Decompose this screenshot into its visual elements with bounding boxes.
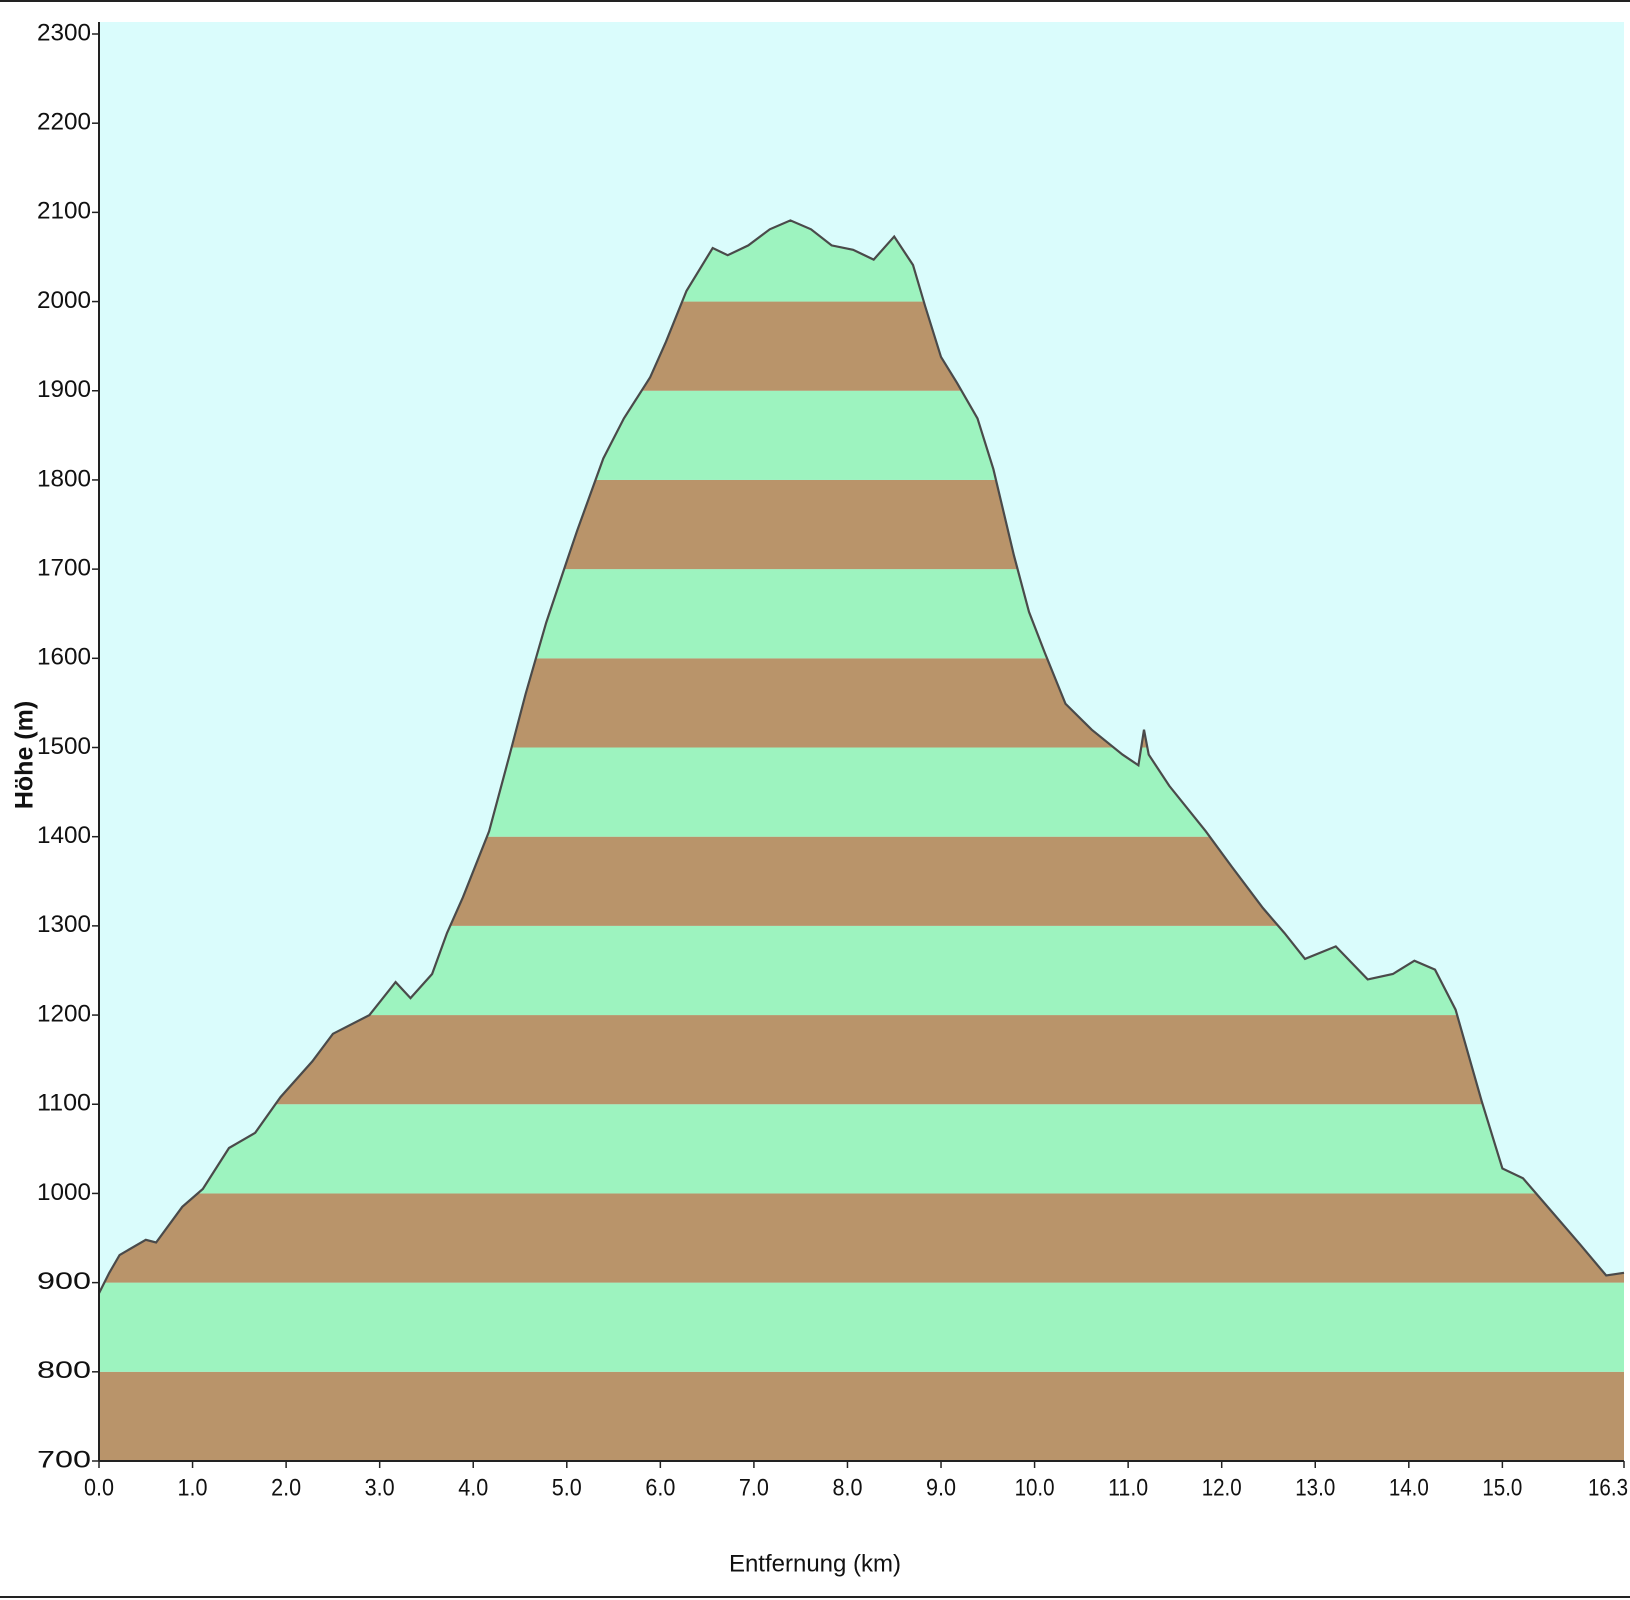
elevation-band: [99, 1104, 1624, 1194]
x-tick-label: 12.0: [1202, 1474, 1242, 1501]
y-tick-label: 1500: [37, 733, 91, 760]
elevation-band: [99, 1193, 1624, 1283]
y-tick-label: 1400: [37, 822, 91, 849]
x-tick-label: 15.0: [1482, 1474, 1522, 1501]
x-tick-label: 2.0: [271, 1474, 301, 1501]
x-tick-label: 14.0: [1389, 1474, 1429, 1501]
elevation-band: [99, 1282, 1624, 1372]
y-tick-label: 2100: [37, 198, 91, 225]
elevation-band: [99, 1371, 1624, 1461]
y-tick-label: 1900: [37, 376, 91, 403]
y-tick-label: 1000: [37, 1179, 91, 1206]
y-axis-title: Höhe (m): [11, 701, 39, 809]
x-axis-title: Entfernung (km): [729, 1550, 901, 1577]
y-tick-label: 2300: [37, 19, 91, 46]
x-tick-label: 9.0: [926, 1474, 956, 1501]
x-tick-label: 7.0: [739, 1474, 769, 1501]
elevation-line: [98, 219, 1625, 1294]
x-tick-label: 0.0: [84, 1474, 114, 1501]
x-tick-label: 13.0: [1295, 1474, 1335, 1501]
elevation-band: [99, 1015, 1624, 1105]
x-tick-label: 1.0: [178, 1474, 208, 1501]
y-tick-label: 700: [37, 1446, 91, 1473]
y-tick-label: 1800: [37, 465, 91, 492]
y-tick-label: 1700: [37, 554, 91, 581]
y-tick-label: 1600: [37, 644, 91, 671]
y-tick-label: 900: [37, 1268, 91, 1295]
x-tick-label: 3.0: [365, 1474, 395, 1501]
y-tick-label: 2200: [37, 109, 91, 136]
x-tick-label: 10.0: [1015, 1474, 1055, 1501]
y-tick-label: 2000: [37, 287, 91, 314]
x-tick-label: 11.0: [1108, 1474, 1148, 1501]
x-tick-label: 16.3: [1588, 1474, 1628, 1501]
x-tick-label: 8.0: [832, 1474, 862, 1501]
x-tick-label: 6.0: [645, 1474, 675, 1501]
x-tick-label: 4.0: [458, 1474, 488, 1501]
x-tick-label: 5.0: [552, 1474, 582, 1501]
y-tick-label: 1200: [37, 1000, 91, 1027]
y-tick-label: 1300: [37, 911, 91, 938]
y-tick-label: 1100: [37, 1090, 91, 1117]
y-tick-label: 800: [37, 1357, 91, 1384]
